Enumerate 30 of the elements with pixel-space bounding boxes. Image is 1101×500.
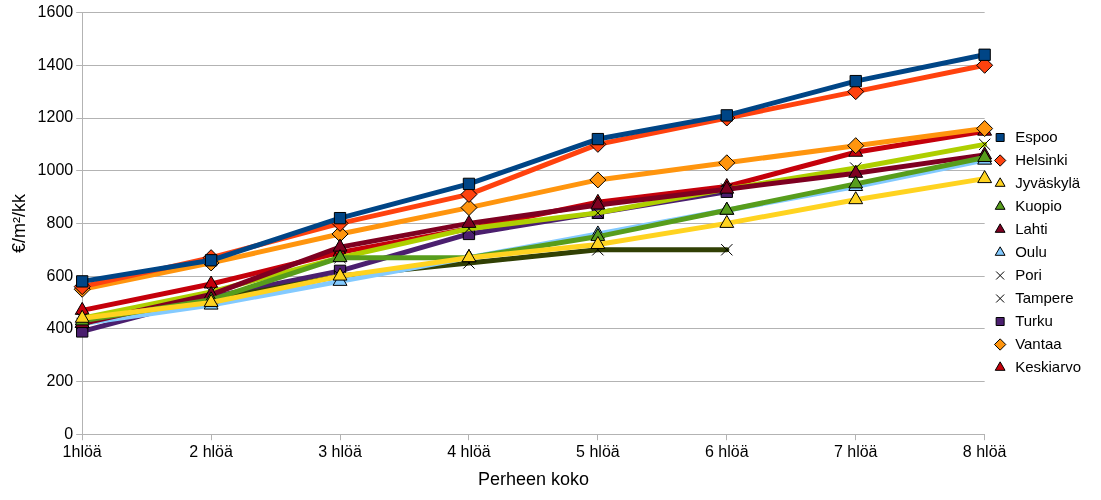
x-tick-label: 2 hlöä <box>189 443 234 461</box>
legend-label: Vantaa <box>1015 334 1063 352</box>
y-tick-label: 1000 <box>37 161 74 179</box>
legend-label: Oulu <box>1015 242 1047 260</box>
y-tick-label: 1200 <box>37 108 74 126</box>
y-tick-label: 0 <box>64 424 74 442</box>
legend-label: Keskiarvo <box>1015 357 1081 375</box>
x-tick-label: 6 hlöä <box>705 443 749 461</box>
x-tick-label: 1hlöä <box>62 443 102 461</box>
y-axis-title: €/m²/kk <box>8 192 29 253</box>
legend-label: Helsinki <box>1015 150 1068 168</box>
x-tick-label: 7 hlöä <box>833 443 878 461</box>
y-tick-label: 200 <box>46 371 74 389</box>
y-tick-label: 1400 <box>37 55 74 73</box>
y-tick-label: 1600 <box>37 3 74 21</box>
x-tick-label: 5 hlöä <box>576 443 620 461</box>
legend-label: Pori <box>1015 265 1042 283</box>
legend-label: Espoo <box>1015 127 1058 145</box>
legend-label: Kuopio <box>1015 196 1062 214</box>
legend-label: Jyväskylä <box>1015 173 1081 191</box>
x-tick-label: 3 hlöä <box>318 443 362 461</box>
y-tick-label: 600 <box>46 266 74 284</box>
x-tick-label: 4 hlöä <box>447 443 491 461</box>
x-axis-title: Perheen koko <box>477 469 589 490</box>
y-tick-label: 800 <box>46 213 74 231</box>
legend-label: Turku <box>1015 311 1053 329</box>
x-tick-label: 8 hlöä <box>962 443 1007 461</box>
y-tick-label: 400 <box>46 319 74 337</box>
legend-label: Lahti <box>1015 219 1048 237</box>
legend-label: Tampere <box>1015 288 1074 306</box>
